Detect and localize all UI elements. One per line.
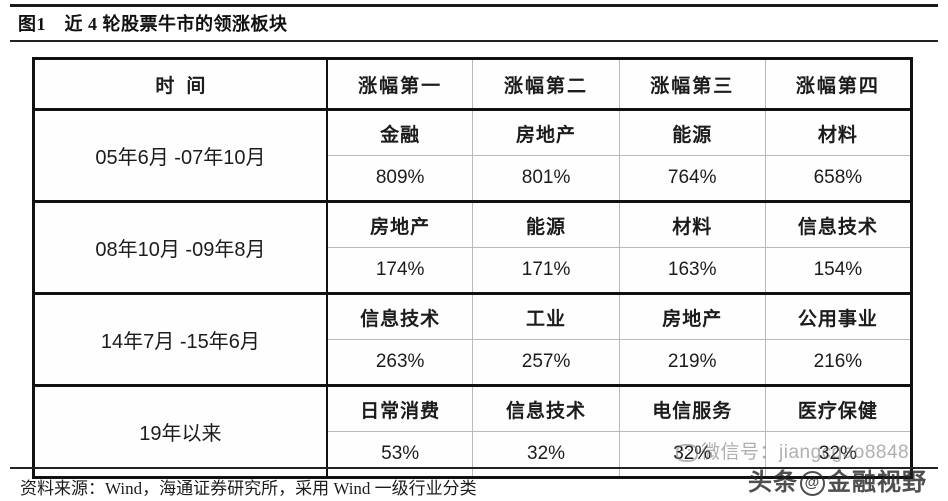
sector-cell: 房地产 [472,108,620,156]
sector-cell: 金融 [326,108,474,156]
sector-cell: 工业 [472,292,620,340]
return-cell: 801% [472,155,620,202]
sector-cell: 医疗保健 [764,384,914,432]
table-row: 19年以来 日常消费 信息技术 电信服务 医疗保健 [31,384,914,479]
period-label-1: 05年6月 -07年10月 [31,108,328,202]
sector-cell: 材料 [618,200,766,248]
column-header-rank-3: 涨幅第三 [618,57,766,110]
column-header-rank-1: 涨幅第一 [326,57,474,110]
footer-rule [10,467,938,469]
column-header-rank-2: 涨幅第二 [472,57,620,110]
sector-cell: 信息技术 [326,292,474,340]
return-cell: 32% [764,431,914,479]
return-cell: 764% [618,155,766,202]
return-cell: 216% [764,339,914,386]
sector-cell: 公用事业 [764,292,914,340]
column-header-time: 时间 [31,57,328,110]
return-cell: 154% [764,247,914,294]
data-table-container: 时间 涨幅第一 涨幅第二 涨幅第三 涨幅第四 05年6月 -07年10月 金融 … [31,57,914,479]
wechat-face-icon [676,443,698,462]
top-rule [10,4,938,7]
return-cell: 263% [326,339,474,386]
period-label-2: 08年10月 -09年8月 [31,200,328,294]
sector-cell: 房地产 [618,292,766,340]
table-row: 174% 171% 163% 154% [34,247,914,294]
table-row: 05年6月 -07年10月 金融 房地产 能源 材料 [31,108,914,202]
sector-cell: 日常消费 [326,384,474,432]
table-row: 08年10月 -09年8月 房地产 能源 材料 信息技术 [31,200,914,294]
table-row: 809% 801% 764% 658% [34,155,914,202]
toutiao-watermark-prefix: 头条 [748,469,798,496]
return-cell: 257% [472,339,620,386]
toutiao-watermark: 头条 @ 金融视野 [748,462,927,497]
return-cell: 219% [618,339,766,386]
return-cell: 32% [472,431,620,479]
sector-cell: 能源 [618,108,766,156]
sector-cell: 电信服务 [618,384,766,432]
sector-cell: 能源 [472,200,620,248]
return-cell: 53% [326,431,474,479]
sector-cell: 信息技术 [764,200,914,248]
return-cell: 174% [326,247,474,294]
wechat-watermark-text: 微信号：jiangcgao8848 [701,442,910,463]
return-cell: 809% [326,155,474,202]
table-header-row: 时间 涨幅第一 涨幅第二 涨幅第三 涨幅第四 [31,57,914,110]
return-cell: 658% [764,155,914,202]
page-title: 图1 近 4 轮股票牛市的领涨板块 [18,14,288,34]
sector-cell: 信息技术 [472,384,620,432]
return-cell: 171% [472,247,620,294]
table-row: 263% 257% 219% 216% [34,339,914,386]
sector-cell: 材料 [764,108,914,156]
period-label-3: 14年7月 -15年6月 [31,292,328,386]
column-header-rank-4: 涨幅第四 [764,57,914,110]
source-note: 资料来源：Wind，海通证券研究所，采用 Wind 一级行业分类 [20,479,477,498]
at-sign-icon: @ [800,471,825,497]
period-label-4: 19年以来 [31,384,328,479]
toutiao-watermark-suffix: 金融视野 [827,469,927,496]
leading-sectors-table: 时间 涨幅第一 涨幅第二 涨幅第三 涨幅第四 05年6月 -07年10月 金融 … [31,57,914,479]
return-cell: 163% [618,247,766,294]
sector-cell: 房地产 [326,200,474,248]
wechat-watermark: 微信号：jiangcgao8848 [676,437,909,464]
title-underline-rule [10,40,938,42]
table-row: 14年7月 -15年6月 信息技术 工业 房地产 公用事业 [31,292,914,386]
table-row: 53% 32% 32% 32% [34,431,914,479]
